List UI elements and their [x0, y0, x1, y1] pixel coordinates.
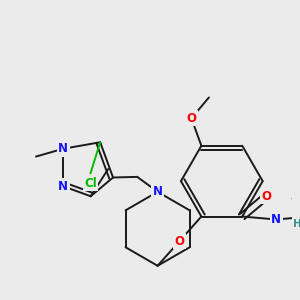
Text: N: N — [58, 142, 68, 155]
Text: N: N — [153, 185, 163, 198]
Text: O: O — [175, 235, 184, 248]
Text: H: H — [293, 219, 300, 229]
Text: O: O — [261, 190, 271, 203]
Text: N: N — [271, 213, 281, 226]
Text: O: O — [186, 112, 197, 125]
Text: N: N — [58, 180, 68, 193]
Text: Cl: Cl — [84, 177, 97, 190]
